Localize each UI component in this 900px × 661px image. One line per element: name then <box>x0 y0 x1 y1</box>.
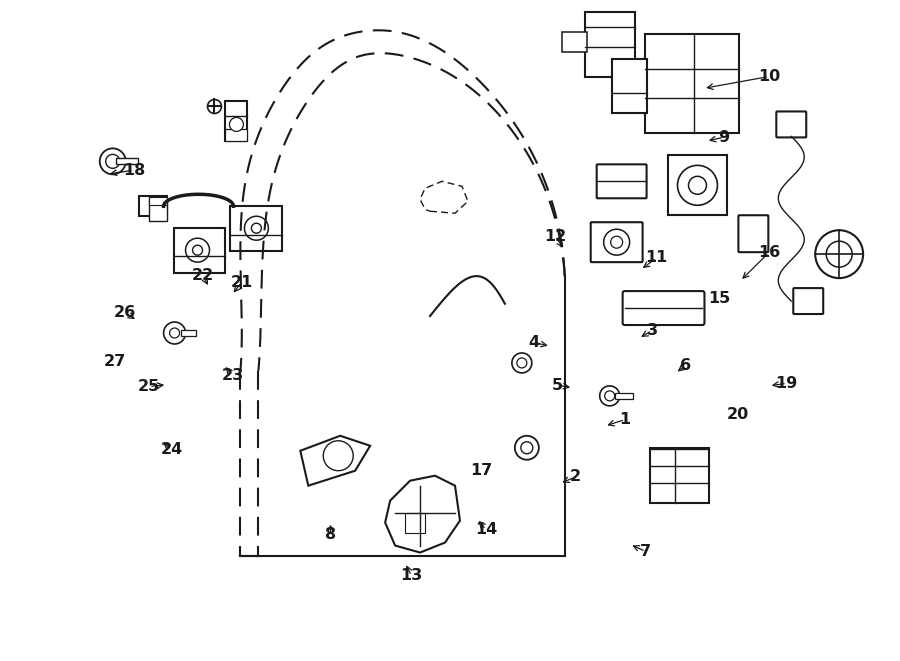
Text: 6: 6 <box>680 358 691 373</box>
Circle shape <box>515 436 539 460</box>
Text: 14: 14 <box>475 522 497 537</box>
Circle shape <box>105 155 120 169</box>
Bar <box>230 206 283 251</box>
Text: 4: 4 <box>528 335 539 350</box>
Bar <box>644 34 740 134</box>
Circle shape <box>815 230 863 278</box>
Bar <box>139 196 166 216</box>
FancyBboxPatch shape <box>590 222 643 262</box>
Circle shape <box>164 322 185 344</box>
Text: 8: 8 <box>325 527 336 543</box>
Circle shape <box>251 223 261 233</box>
Bar <box>181 330 195 336</box>
Bar <box>650 447 709 502</box>
Text: 15: 15 <box>708 292 731 306</box>
Circle shape <box>678 165 717 206</box>
FancyBboxPatch shape <box>777 112 806 137</box>
Polygon shape <box>301 436 370 486</box>
Circle shape <box>517 358 526 368</box>
Circle shape <box>604 229 630 255</box>
Bar <box>612 59 646 114</box>
Text: 26: 26 <box>113 305 136 320</box>
FancyBboxPatch shape <box>597 165 646 198</box>
FancyBboxPatch shape <box>793 288 824 314</box>
Circle shape <box>323 441 353 471</box>
Bar <box>615 393 633 399</box>
Circle shape <box>169 328 180 338</box>
Text: 16: 16 <box>758 245 780 260</box>
Bar <box>226 130 248 141</box>
Text: 5: 5 <box>553 377 563 393</box>
Text: 3: 3 <box>646 323 658 338</box>
Text: 7: 7 <box>640 544 652 559</box>
Bar <box>148 197 166 221</box>
Circle shape <box>208 100 221 114</box>
Text: 23: 23 <box>221 368 244 383</box>
Text: 10: 10 <box>758 69 780 84</box>
Text: 18: 18 <box>122 163 145 178</box>
Text: 21: 21 <box>230 275 253 290</box>
Circle shape <box>193 245 202 255</box>
Text: 13: 13 <box>400 568 422 584</box>
Text: 12: 12 <box>544 229 566 244</box>
Bar <box>174 228 226 273</box>
Circle shape <box>688 176 706 194</box>
Text: 27: 27 <box>104 354 126 369</box>
Text: 2: 2 <box>571 469 581 485</box>
Text: 25: 25 <box>138 379 160 394</box>
Bar <box>116 159 138 165</box>
FancyBboxPatch shape <box>623 291 705 325</box>
FancyBboxPatch shape <box>738 215 769 252</box>
Circle shape <box>230 118 243 132</box>
Bar <box>668 155 727 215</box>
Text: 17: 17 <box>471 463 492 479</box>
Bar <box>148 197 166 206</box>
Polygon shape <box>385 476 460 553</box>
Circle shape <box>599 386 619 406</box>
Circle shape <box>826 241 852 267</box>
Text: 19: 19 <box>776 375 798 391</box>
Text: 22: 22 <box>192 268 214 284</box>
Bar <box>585 12 634 77</box>
Circle shape <box>245 216 268 240</box>
Text: 1: 1 <box>619 412 631 427</box>
Text: 9: 9 <box>718 130 730 145</box>
Bar <box>562 32 587 52</box>
Circle shape <box>611 236 623 248</box>
Text: 20: 20 <box>726 407 749 422</box>
Bar <box>226 102 248 141</box>
Circle shape <box>100 148 126 175</box>
Circle shape <box>512 353 532 373</box>
Text: 11: 11 <box>645 251 668 266</box>
Bar <box>405 513 425 533</box>
Circle shape <box>605 391 615 401</box>
Circle shape <box>521 442 533 453</box>
Circle shape <box>185 238 210 262</box>
Text: 24: 24 <box>160 442 183 457</box>
